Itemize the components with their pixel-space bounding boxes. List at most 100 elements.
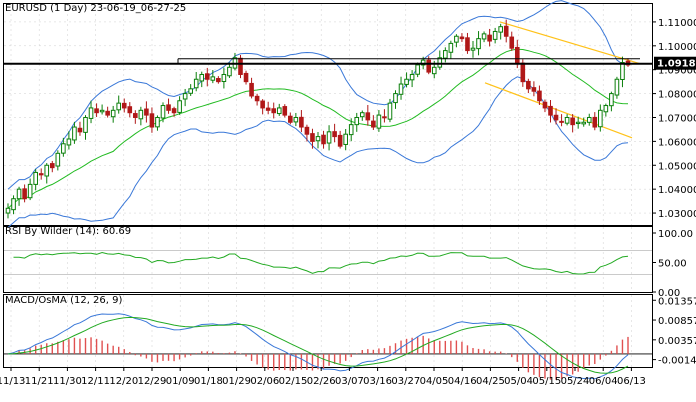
rsi-tick-label: 50.00	[658, 259, 687, 270]
candle-body	[465, 37, 470, 52]
macd-tick-label: 0.00857	[658, 316, 696, 327]
current-price-tag: 1.09189	[654, 56, 696, 70]
candle-body	[454, 35, 459, 43]
candle	[33, 169, 38, 191]
candle-body	[448, 42, 454, 53]
candle-body	[133, 113, 138, 118]
moving-average-line	[7, 48, 629, 209]
candle	[199, 71, 205, 88]
candle-body	[210, 76, 216, 81]
candle	[409, 70, 415, 88]
candle-body	[16, 188, 22, 200]
candle	[326, 125, 332, 151]
candle-body	[238, 57, 243, 75]
candle-body	[94, 108, 99, 114]
candle	[210, 69, 216, 84]
candle	[138, 106, 144, 126]
candle	[382, 109, 387, 123]
macd-tick-label: 0.00357	[658, 336, 696, 347]
candle-body	[492, 30, 498, 40]
candle	[5, 203, 11, 219]
candle-body	[343, 133, 348, 145]
rsi-tick-label: 0.00	[658, 288, 680, 299]
date-tick-label: 02/26	[307, 376, 336, 387]
candle-body	[88, 107, 94, 119]
candle	[282, 104, 288, 118]
date-tick-label: 03/16	[363, 376, 392, 387]
candle	[603, 103, 609, 117]
candle-body	[498, 26, 503, 33]
candle	[155, 115, 160, 131]
date-tick-label: 12/29	[138, 376, 167, 387]
candle	[216, 76, 221, 84]
resistance-line	[4, 58, 652, 65]
price-tick-label: 1.04000	[658, 185, 696, 196]
candle-body	[27, 183, 33, 199]
candle-body	[271, 108, 277, 114]
rsi-tick-label: 100.00	[658, 229, 693, 240]
candle-body	[520, 62, 526, 83]
chart-title: EURUSD (1 Day) 23-06-19_06-27-25	[5, 3, 187, 14]
candle	[276, 103, 282, 116]
date-tick-label: 11/21	[25, 376, 54, 387]
date-tick-label: 01/09	[166, 376, 195, 387]
candle-body	[459, 36, 465, 40]
macd-axis: 0.01357 0.00857 0.00357 -0.00143	[652, 296, 696, 367]
rsi-pane	[3, 226, 653, 293]
candle	[310, 128, 315, 149]
candle-body	[221, 73, 227, 83]
candle-body	[105, 110, 110, 116]
candle	[160, 102, 166, 123]
candle	[586, 113, 592, 126]
candle	[371, 115, 376, 130]
candle	[72, 121, 77, 144]
candle	[404, 72, 409, 88]
candle	[492, 27, 498, 44]
candle-body	[443, 50, 448, 59]
candle	[83, 115, 88, 140]
descending-channel	[484, 21, 641, 139]
candle	[332, 123, 337, 143]
candle-body	[204, 73, 210, 80]
rsi-line	[13, 251, 629, 275]
candle-body	[22, 188, 27, 200]
candle	[548, 100, 553, 123]
date-tick-label: 03/27	[391, 376, 420, 387]
macd-tick-label: 0.01357	[658, 296, 696, 307]
price-tick-label: 1.08000	[658, 90, 696, 101]
candle	[27, 178, 33, 201]
candle-body	[149, 113, 155, 128]
candle	[254, 93, 260, 106]
candle-body	[188, 88, 193, 94]
macd-title: MACD/OsMA (12, 26, 9)	[5, 295, 123, 306]
candle	[193, 71, 199, 92]
candle	[393, 90, 398, 109]
candle-body	[33, 171, 38, 185]
signal-line	[7, 316, 629, 374]
candle	[376, 110, 382, 132]
date-tick-label: 01/29	[222, 376, 251, 387]
candle-body	[99, 109, 105, 113]
candle-body	[193, 78, 199, 89]
candle	[127, 102, 133, 118]
candle-body	[354, 116, 360, 126]
candle-body	[359, 112, 365, 118]
candle-body	[11, 198, 16, 211]
candle-body	[121, 102, 127, 109]
candle	[542, 99, 548, 113]
date-tick-label: 06/04	[589, 376, 618, 387]
candle	[387, 98, 393, 123]
date-tick-label: 02/06	[250, 376, 279, 387]
candle	[16, 186, 22, 206]
candle	[227, 62, 232, 78]
candle-body	[586, 116, 592, 123]
date-tick-label: 12/11	[81, 376, 110, 387]
candle-body	[609, 93, 614, 107]
candle-body	[382, 116, 387, 119]
candle-body	[276, 107, 282, 115]
candle	[22, 184, 27, 203]
candle-body	[598, 109, 603, 128]
moving-average	[7, 48, 629, 209]
candle-body	[415, 64, 420, 75]
candle	[609, 91, 614, 112]
